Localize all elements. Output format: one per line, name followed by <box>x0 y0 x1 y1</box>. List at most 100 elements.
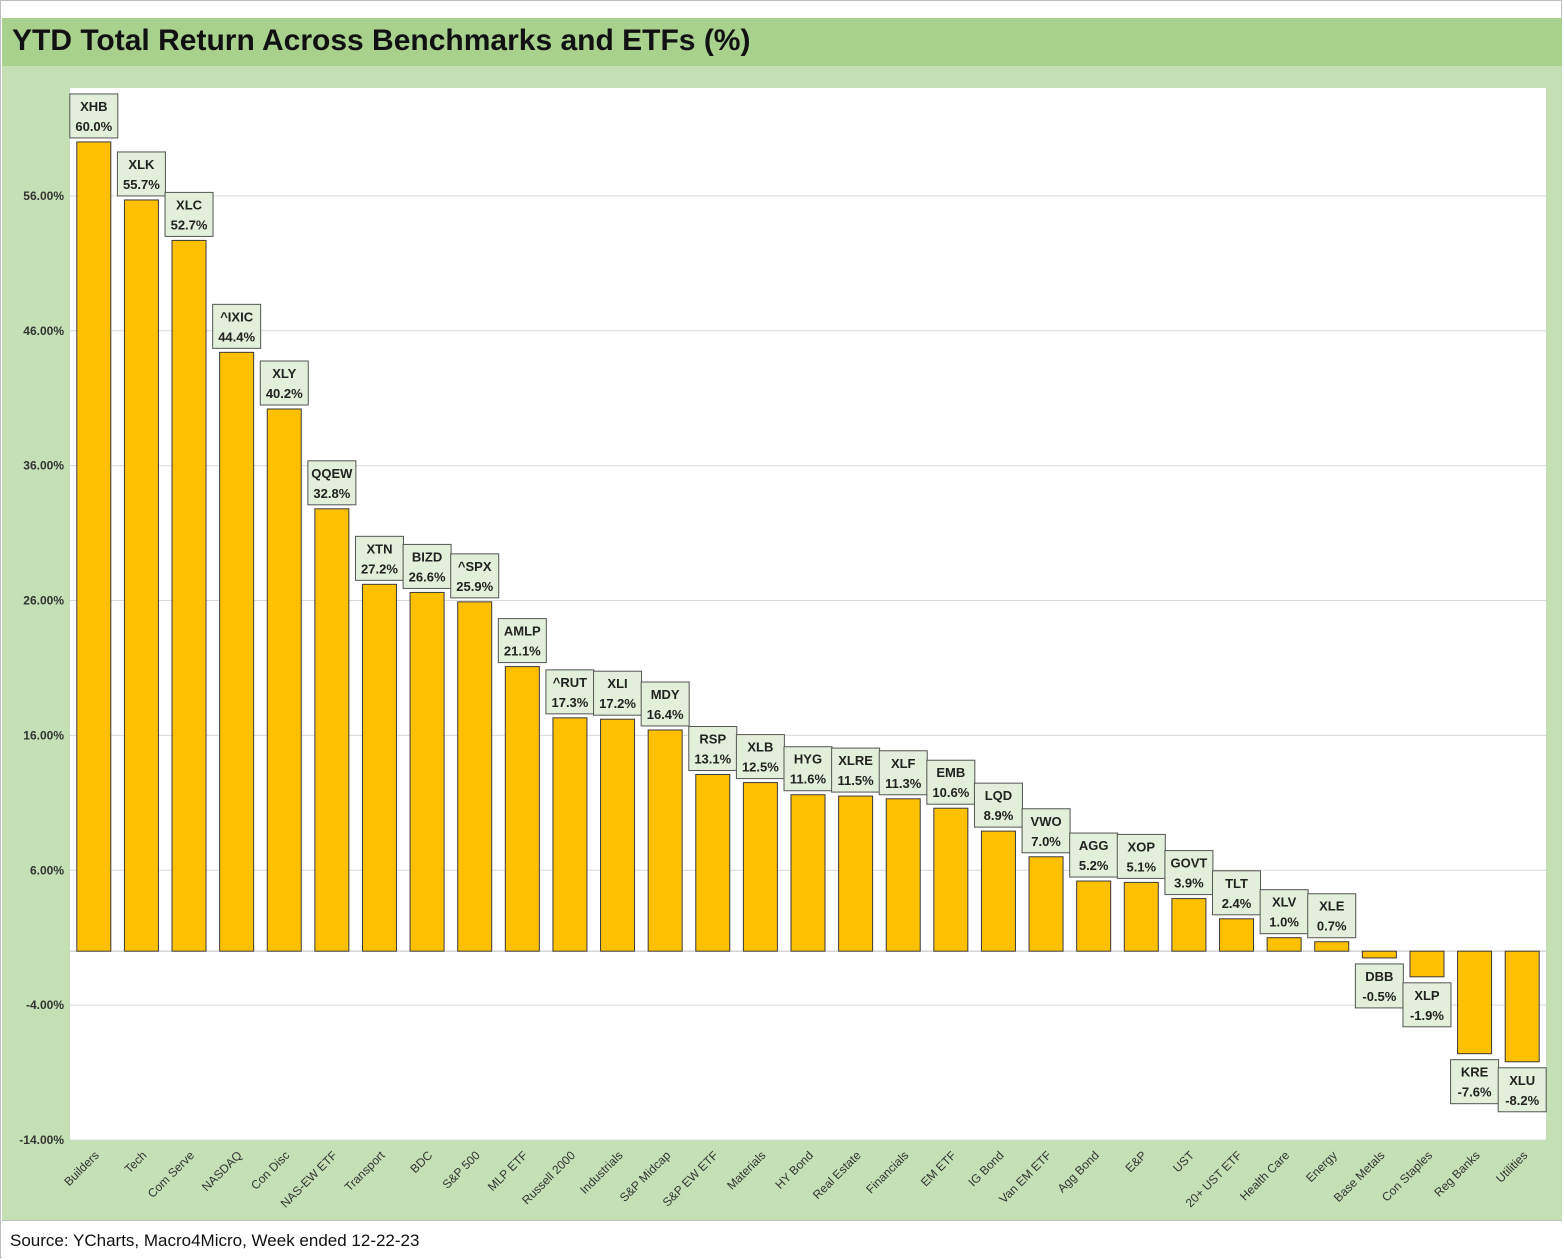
value-label: 11.5% <box>838 773 875 788</box>
value-label: 8.9% <box>984 808 1014 823</box>
category-label: IG Bond <box>966 1148 1007 1189</box>
bar-xly <box>266 408 302 952</box>
bar-chart: 56.00% 46.00% 36.00% 26.00% 16.00% 6.00% -4.00… <box>19 88 1547 1210</box>
value-label-box <box>1212 870 1262 916</box>
category-label: E&P <box>1123 1148 1150 1175</box>
bar-bizd <box>409 591 445 952</box>
value-label: 55.7% <box>123 177 160 192</box>
source-bar: Source: YCharts, Macro4Micro, Week ended… <box>2 1220 1562 1259</box>
source-note: Source: YCharts, Macro4Micro, Week ended… <box>10 1231 420 1250</box>
value-label-box <box>307 460 357 506</box>
value-label: 3.9% <box>1174 876 1204 891</box>
value-label-box <box>973 782 1023 828</box>
value-label: 25.9% <box>456 579 493 594</box>
category-label: Con Staples <box>1379 1148 1435 1204</box>
bar-tlt <box>1219 918 1255 952</box>
value-label-box <box>1116 833 1166 879</box>
value-label-box <box>497 618 547 664</box>
value-label: 11.6% <box>790 772 827 787</box>
category-label: Real Estate <box>810 1148 864 1202</box>
value-label-box <box>593 670 643 716</box>
ticker-label: VWO <box>1031 814 1062 829</box>
y-tick-label: 56.00% <box>23 189 64 203</box>
value-label-box <box>450 553 500 599</box>
ticker-label: XLY <box>272 366 296 381</box>
value-label-box <box>1497 1067 1547 1113</box>
bar-ixic <box>219 351 255 952</box>
category-label: Reg Banks <box>1431 1148 1482 1199</box>
bar-qqew <box>314 508 350 952</box>
value-label-box <box>259 360 309 406</box>
ticker-label: ^RUT <box>553 675 587 690</box>
ticker-label: XLI <box>607 676 627 691</box>
value-label-box <box>735 734 785 780</box>
value-label: 1.0% <box>1269 915 1299 930</box>
bar-xop <box>1123 881 1159 952</box>
bar-agg <box>1076 880 1112 952</box>
value-label-box <box>212 303 262 349</box>
category-label: Transport <box>342 1148 388 1194</box>
ticker-label: MDY <box>651 687 680 702</box>
value-label-box <box>69 93 119 139</box>
category-label: Materials <box>724 1148 768 1192</box>
ticker-label: AGG <box>1079 838 1109 853</box>
value-label: 5.2% <box>1079 858 1109 873</box>
bar-xlre <box>838 795 874 952</box>
value-label-box <box>1069 832 1119 878</box>
ticker-label: XHB <box>80 99 107 114</box>
y-tick-label: 6.00% <box>30 863 64 877</box>
value-label: 44.4% <box>218 329 255 344</box>
ticker-label: XLB <box>747 740 773 755</box>
ticker-label: XLV <box>1272 895 1297 910</box>
ticker-label: EMB <box>936 765 965 780</box>
ticker-label: LQD <box>985 788 1012 803</box>
category-label: Com Serve <box>145 1148 198 1201</box>
bar-lqd <box>980 830 1016 952</box>
ticker-label: XLRE <box>838 753 873 768</box>
bar-dbb <box>1361 950 1397 959</box>
bar-xlb <box>742 782 778 952</box>
value-label-box <box>1354 963 1404 1009</box>
value-label-box <box>926 759 976 805</box>
category-label: Con Disc <box>248 1148 292 1192</box>
value-label: 27.2% <box>361 561 398 576</box>
ticker-label: XLE <box>1319 899 1345 914</box>
y-tick-label: 46.00% <box>23 324 64 338</box>
value-label: 17.2% <box>599 696 636 711</box>
bar-xlu <box>1504 950 1540 1063</box>
value-label: 32.8% <box>313 486 350 501</box>
category-label: S&P 500 <box>440 1148 483 1191</box>
value-label: 2.4% <box>1222 896 1252 911</box>
category-label: HY Bond <box>772 1148 816 1192</box>
bar-rut <box>552 717 588 952</box>
category-label: Health Care <box>1237 1148 1292 1203</box>
ticker-label: GOVT <box>1170 856 1207 871</box>
category-label: Agg Bond <box>1055 1148 1102 1195</box>
ticker-label: XLK <box>128 157 155 172</box>
ticker-label: XLC <box>176 197 203 212</box>
value-label: 5.1% <box>1126 859 1156 874</box>
value-label-box <box>1021 808 1071 854</box>
category-label: Tech <box>122 1148 150 1176</box>
ticker-label: XLP <box>1414 988 1440 1003</box>
y-tick-label: -4.00% <box>26 998 64 1012</box>
category-label: Financials <box>863 1148 911 1196</box>
ticker-label: XOP <box>1128 839 1156 854</box>
bar-xhb <box>76 141 112 952</box>
ticker-label: ^SPX <box>458 559 492 574</box>
value-label: 21.1% <box>504 644 541 659</box>
value-label: 60.0% <box>75 119 112 134</box>
value-label-box <box>402 543 452 589</box>
y-tick-label: 26.00% <box>23 594 64 608</box>
value-label-box <box>116 151 166 197</box>
ticker-label: RSP <box>699 731 726 746</box>
value-label-box <box>878 750 928 796</box>
category-label: Industrials <box>577 1148 626 1197</box>
value-label-box <box>1259 889 1309 935</box>
bar-emb <box>933 807 969 952</box>
value-label: 7.0% <box>1031 834 1061 849</box>
bar-xli <box>600 718 636 952</box>
value-label-box <box>164 191 214 237</box>
ticker-label: ^IXIC <box>220 309 253 324</box>
value-label: 11.3% <box>885 776 922 791</box>
